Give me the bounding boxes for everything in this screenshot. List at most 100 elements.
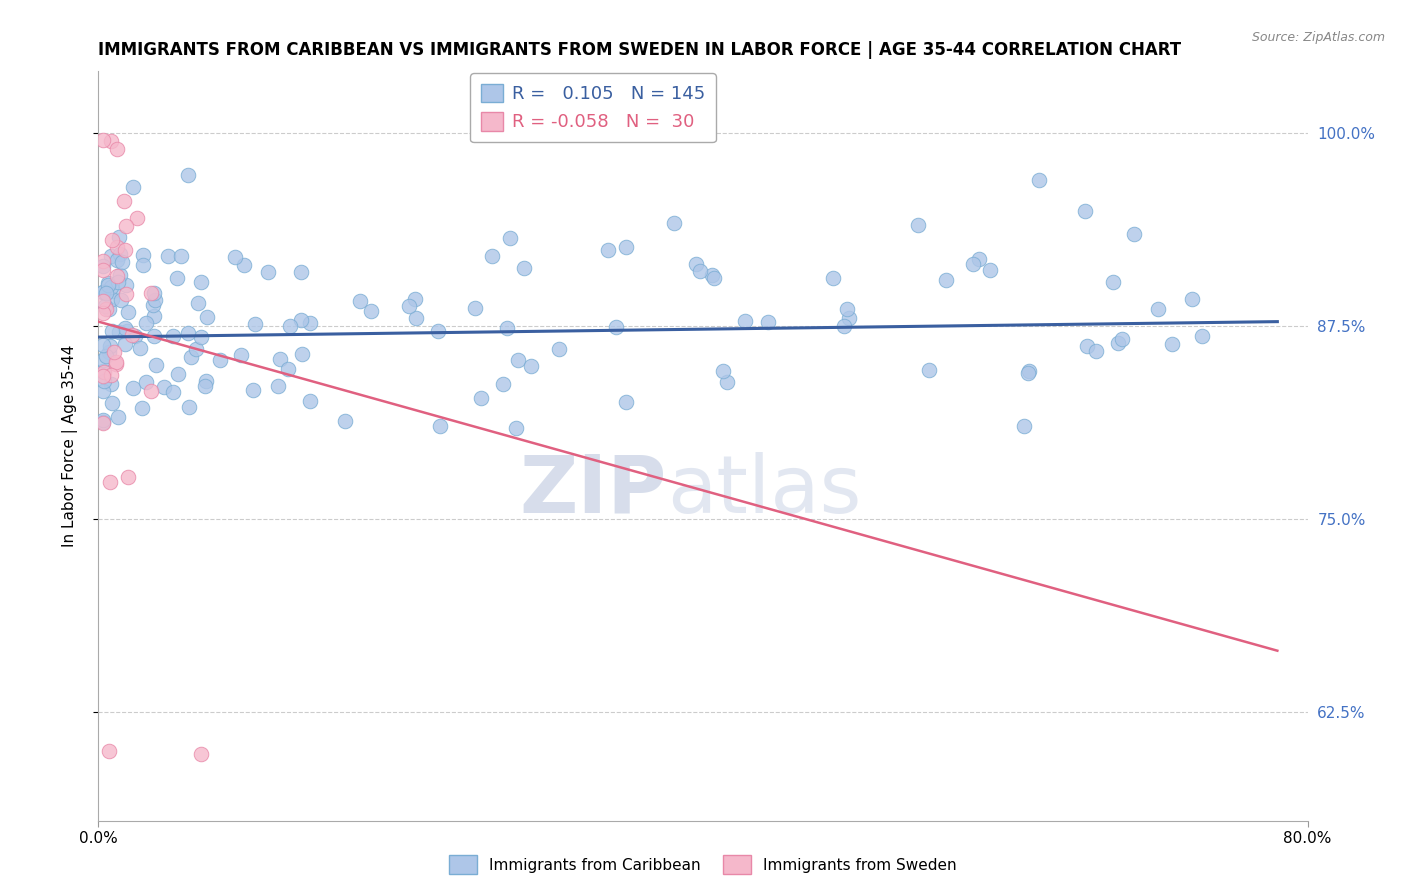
Point (128, 342, 150, 356)
Point (426, 324, 449, 338)
Point (823, 271, 845, 285)
Point (98, 744, 121, 758)
Legend: Immigrants from Caribbean, Immigrants from Sweden: Immigrants from Caribbean, Immigrants fr… (443, 849, 963, 880)
Point (190, 275, 212, 289)
Point (190, 747, 212, 762)
Point (143, 293, 166, 307)
Point (108, 325, 131, 339)
Point (139, 286, 162, 301)
Point (114, 321, 136, 335)
Point (91, 415, 114, 429)
Point (231, 348, 253, 362)
Point (177, 400, 200, 414)
Point (114, 194, 136, 208)
Point (91, 416, 114, 430)
Point (104, 357, 127, 371)
Point (170, 249, 193, 263)
Point (177, 168, 200, 182)
Point (100, 396, 122, 410)
Point (110, 247, 132, 261)
Point (100, 249, 122, 263)
Point (838, 311, 860, 326)
Point (979, 263, 1001, 277)
Point (1085, 343, 1108, 358)
Legend: R =   0.105   N = 145, R = -0.058   N =  30: R = 0.105 N = 145, R = -0.058 N = 30 (470, 73, 716, 143)
Point (837, 301, 859, 316)
Point (104, 354, 127, 368)
Point (96, 349, 118, 363)
Point (142, 329, 165, 343)
Point (267, 379, 290, 393)
Point (100, 376, 122, 391)
Point (298, 316, 321, 330)
Point (100, 134, 122, 148)
Point (547, 342, 569, 356)
Point (115, 324, 138, 338)
Point (967, 252, 990, 267)
Point (125, 211, 148, 226)
Point (132, 258, 155, 272)
Point (96, 276, 118, 290)
Point (115, 219, 138, 233)
Point (1107, 336, 1129, 351)
Point (91, 294, 114, 309)
Point (333, 414, 356, 428)
Point (166, 271, 188, 285)
Point (280, 319, 302, 334)
Point (93, 365, 115, 379)
Point (96, 302, 118, 317)
Point (242, 384, 264, 398)
Point (91, 364, 114, 378)
Y-axis label: In Labor Force | Age 35-44: In Labor Force | Age 35-44 (62, 345, 77, 547)
Point (962, 256, 984, 270)
Point (142, 285, 165, 300)
Point (101, 324, 124, 338)
Text: Source: ZipAtlas.com: Source: ZipAtlas.com (1251, 31, 1385, 45)
Point (195, 374, 218, 388)
Point (107, 410, 129, 425)
Point (1111, 332, 1133, 346)
Point (290, 265, 312, 279)
Point (97, 301, 120, 316)
Point (162, 385, 184, 400)
Point (91, 369, 114, 384)
Point (187, 295, 209, 310)
Point (685, 257, 707, 271)
Point (1018, 364, 1040, 378)
Point (180, 350, 202, 364)
Point (157, 249, 180, 263)
Point (135, 316, 157, 330)
Point (499, 231, 522, 245)
Point (257, 265, 280, 279)
Point (97, 345, 120, 359)
Point (360, 304, 382, 318)
Point (1191, 329, 1213, 343)
Point (115, 278, 138, 293)
Point (269, 352, 291, 367)
Point (464, 301, 486, 316)
Point (91, 338, 114, 352)
Point (121, 381, 143, 395)
Point (115, 286, 138, 301)
Point (195, 310, 218, 325)
Point (124, 329, 146, 343)
Point (605, 320, 627, 334)
Point (101, 234, 124, 248)
Point (186, 343, 208, 357)
Point (167, 368, 190, 382)
Point (107, 268, 129, 283)
Point (93, 374, 115, 388)
Point (94, 286, 117, 301)
Point (290, 313, 312, 327)
Point (107, 275, 129, 289)
Point (703, 270, 725, 285)
Point (614, 395, 637, 409)
Point (101, 292, 124, 306)
Point (91, 306, 114, 320)
Point (245, 317, 267, 331)
Point (405, 310, 427, 325)
Point (100, 280, 122, 294)
Point (114, 243, 136, 257)
Point (1101, 275, 1123, 289)
Point (121, 328, 143, 343)
